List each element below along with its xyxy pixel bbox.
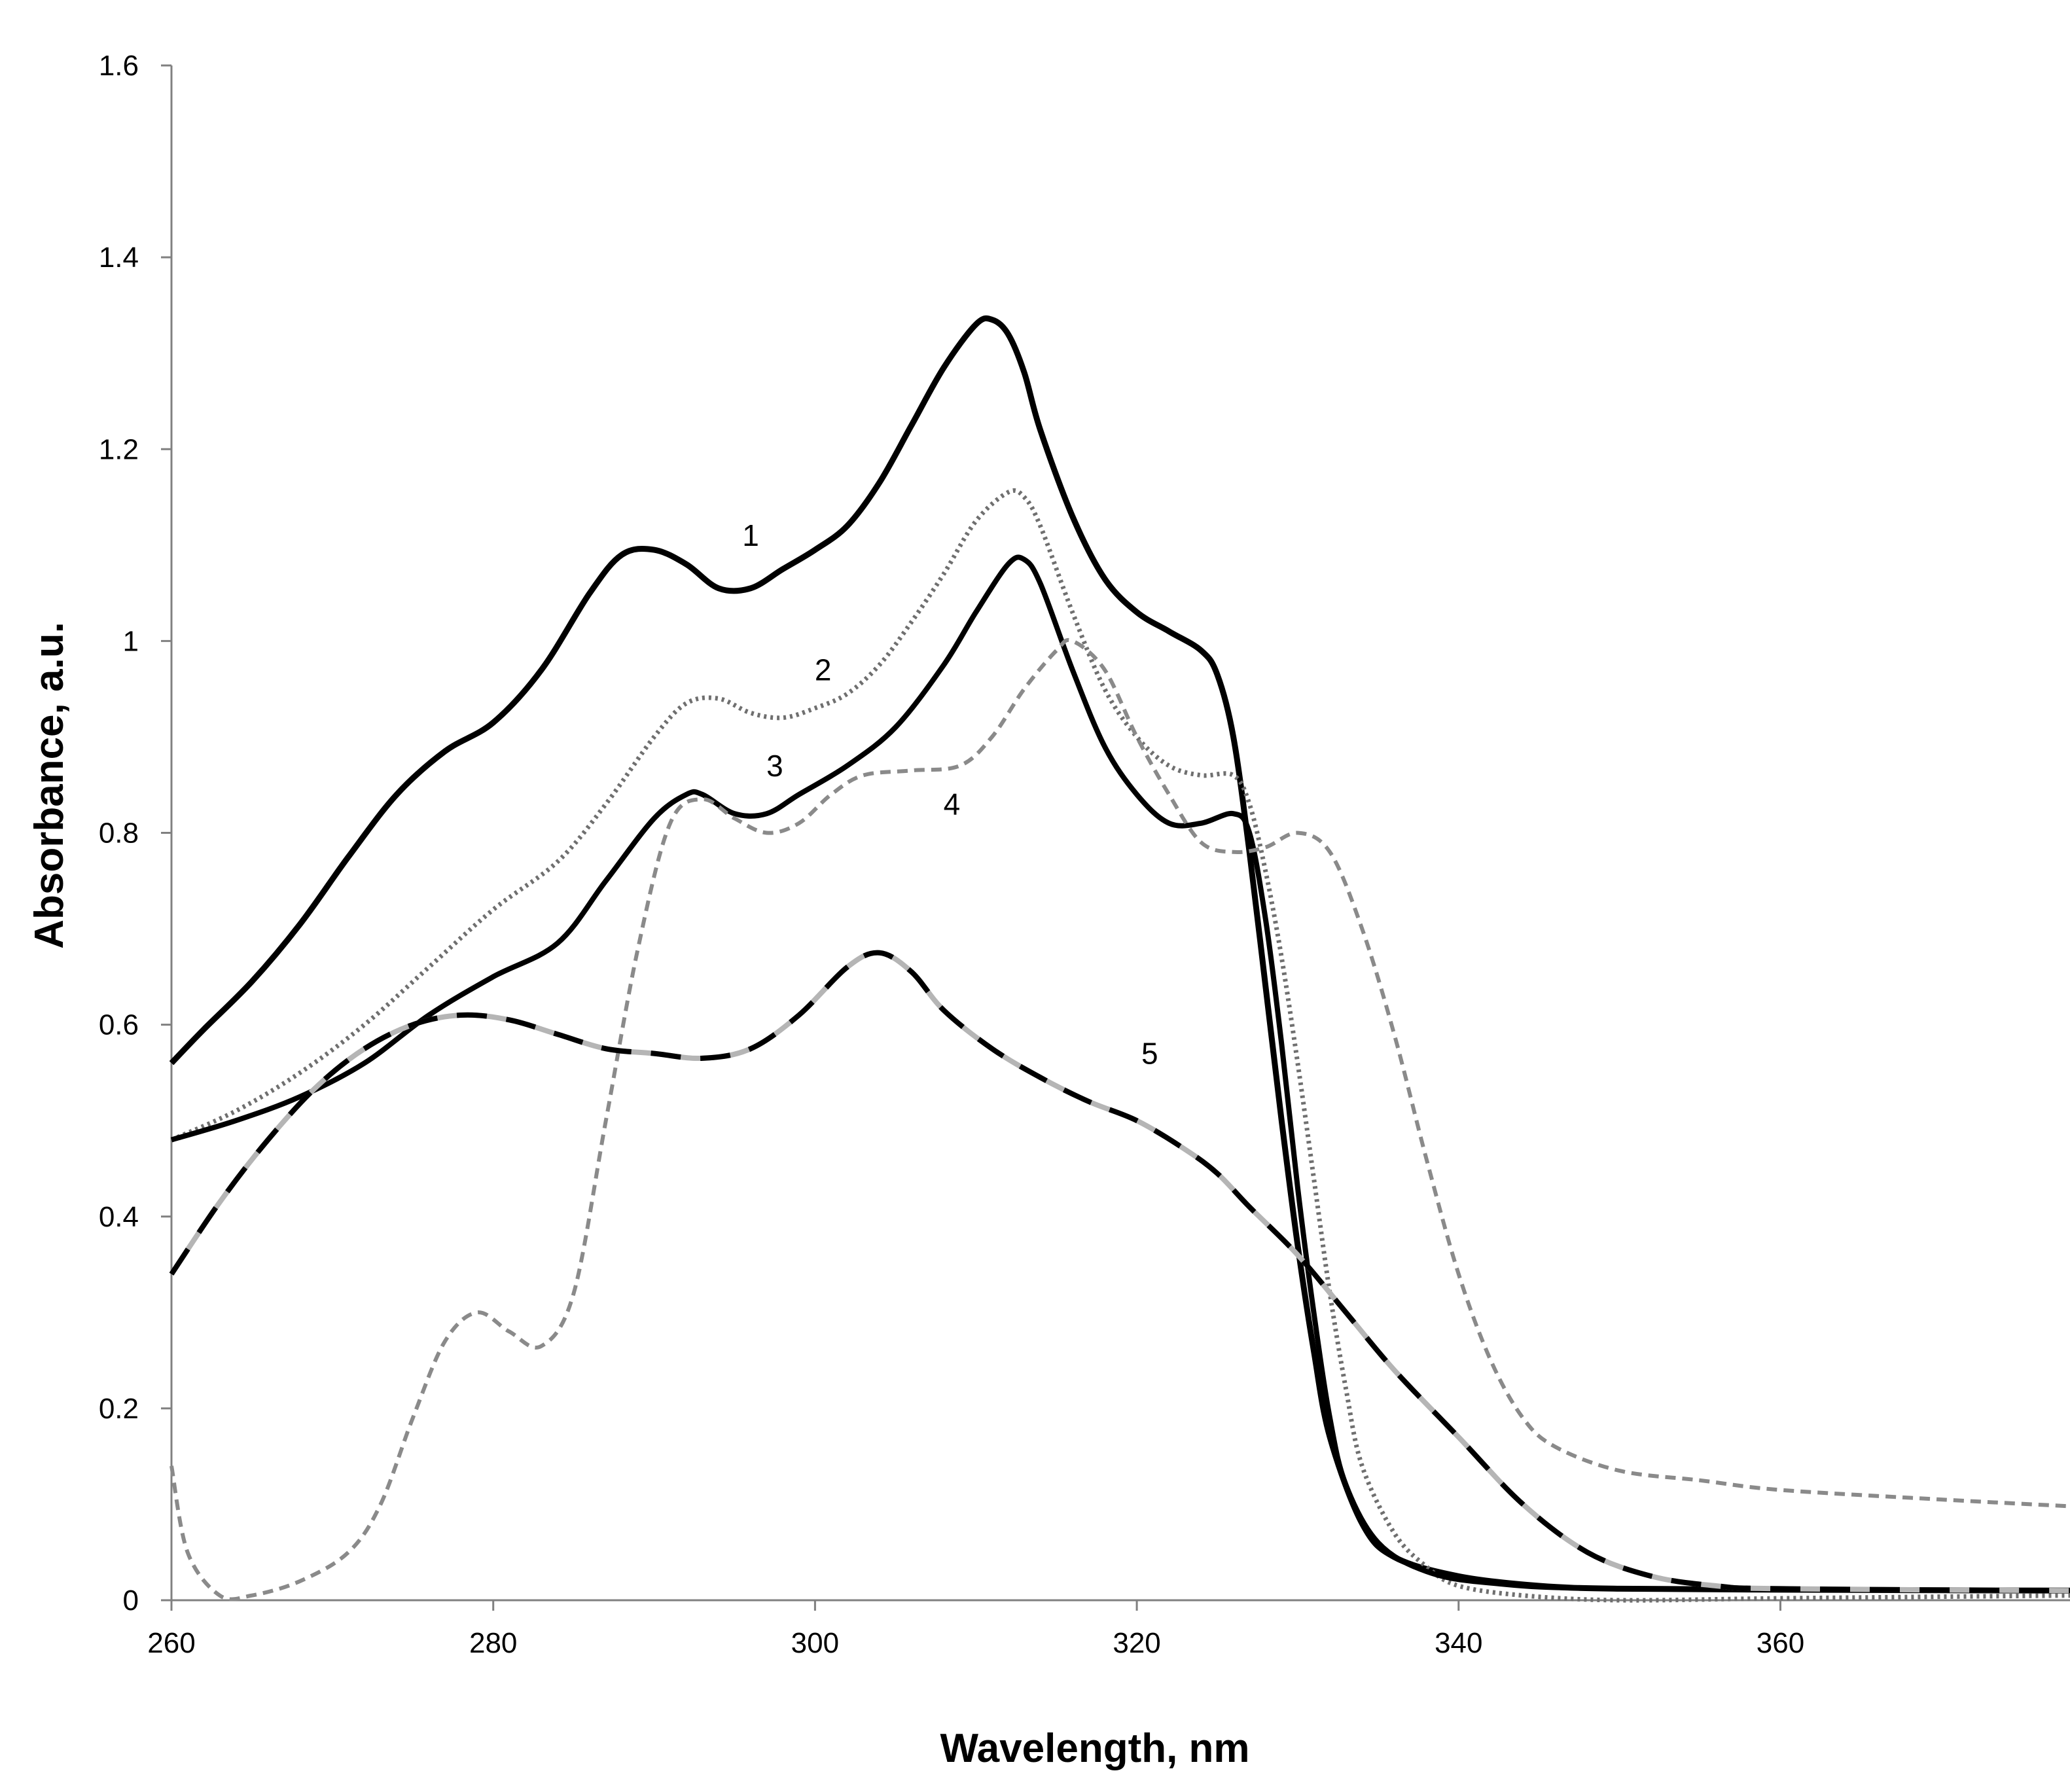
y-tick-label: 0.8 — [99, 817, 139, 850]
series-1-label: 1 — [742, 518, 759, 552]
series-5-label: 5 — [1141, 1037, 1158, 1071]
x-tick-label: 340 — [1435, 1627, 1482, 1659]
y-tick-label: 1 — [123, 625, 139, 657]
y-tick-label: 0.6 — [99, 1009, 139, 1041]
x-tick-label: 300 — [791, 1627, 839, 1659]
series-3-label: 3 — [766, 749, 783, 783]
y-tick-label: 0.2 — [99, 1393, 139, 1425]
series-1-line — [169, 315, 2070, 1594]
y-tick-label: 0 — [123, 1585, 139, 1617]
series-1-group — [169, 315, 2070, 1594]
y-axis-title: Absorbance, a.u. — [27, 622, 72, 949]
series-4-line — [170, 637, 2070, 1602]
x-axis-title: Wavelength, nm — [940, 1726, 1249, 1771]
x-tick-label: 360 — [1757, 1627, 1804, 1659]
x-tick-label: 260 — [147, 1627, 195, 1659]
series-5-group — [169, 950, 2070, 1594]
y-tick-label: 1.6 — [99, 50, 139, 82]
series-5-line-overlay — [169, 950, 2070, 1594]
y-tick-label: 1.2 — [99, 433, 139, 465]
series-group — [169, 315, 2070, 1603]
series-2-line — [170, 488, 2070, 1603]
series-4-group — [170, 637, 2070, 1602]
x-tick-label: 280 — [469, 1627, 517, 1659]
series-2-label: 2 — [815, 653, 832, 687]
series-5-line — [169, 950, 2070, 1594]
x-tick-label: 320 — [1113, 1627, 1160, 1659]
series-2-group — [170, 488, 2070, 1603]
y-tick-label: 1.4 — [99, 242, 139, 274]
axes: 0 0.2 0.4 0.6 0.8 1 1.2 1.4 1.6 260 280 300 320 340 36… — [99, 50, 2070, 1659]
curve-labels: 1 2 3 4 5 — [742, 518, 1158, 1070]
y-tick-label: 0.4 — [99, 1201, 139, 1233]
series-4-label: 4 — [944, 787, 961, 821]
